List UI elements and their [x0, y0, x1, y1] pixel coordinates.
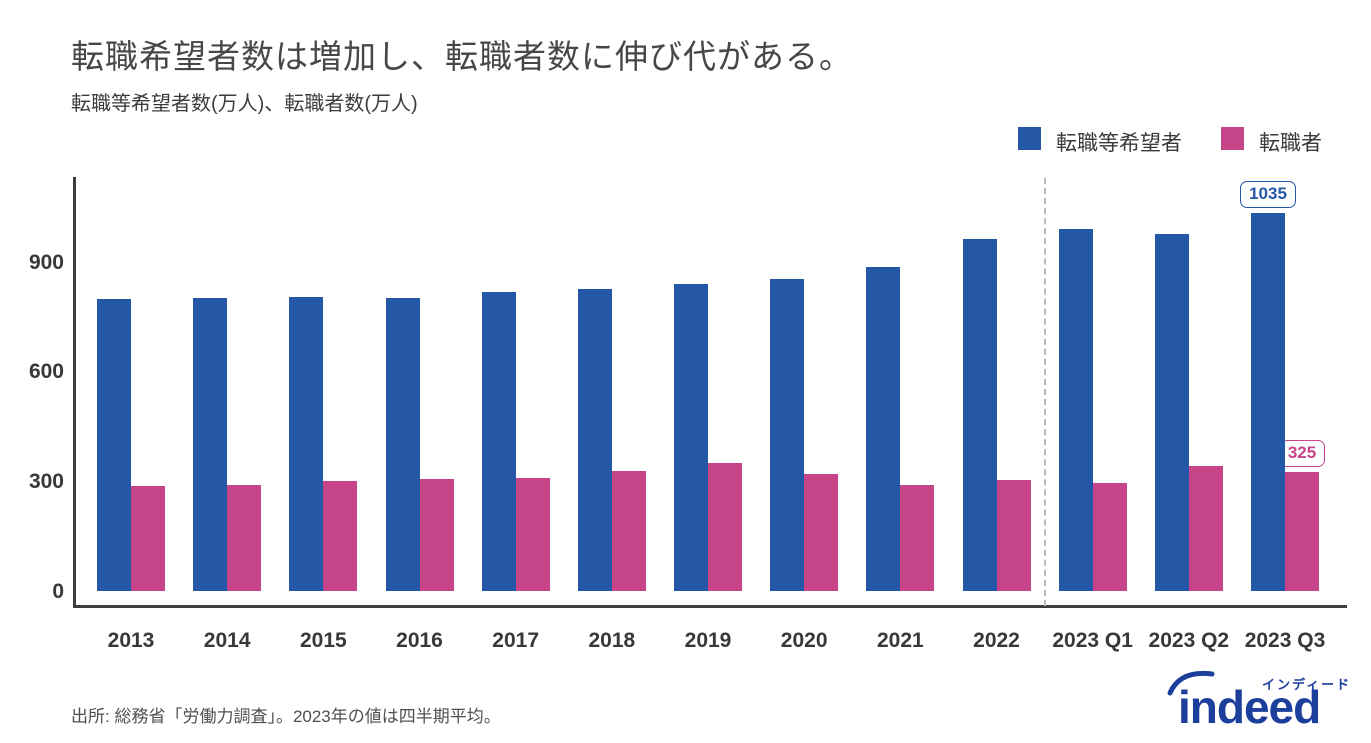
bar-jobchangers-2023 Q1 — [1092, 482, 1127, 591]
bar-jobchangers-2022 — [996, 480, 1031, 591]
value-label-325: 325 — [1278, 440, 1326, 468]
bar-jobseekers-2021 — [866, 267, 901, 591]
logo-wordmark: indeed — [1178, 681, 1321, 733]
x-tick-label-2017: 2017 — [492, 629, 540, 652]
x-axis-spine — [73, 605, 1347, 608]
legend-label-jobchangers: 転職者 — [1259, 132, 1322, 155]
bar-jobseekers-2017 — [481, 291, 516, 591]
legend-swatch-jobseekers — [1018, 127, 1041, 150]
bar-jobseekers-2018 — [577, 288, 612, 591]
bar-jobseekers-2016 — [385, 298, 420, 591]
bar-jobchangers-2020 — [804, 473, 839, 591]
forecast-separator-line — [1043, 178, 1046, 606]
chart-title: 転職希望者数は増加し、転職者数に伸び代がある。 — [71, 38, 853, 75]
bar-jobseekers-2013 — [97, 298, 131, 591]
bar-jobseekers-2023 Q2 — [1154, 234, 1189, 591]
bar-jobseekers-2015 — [289, 297, 324, 591]
x-tick-label-2022: 2022 — [973, 629, 1020, 652]
bar-jobchangers-2014 — [227, 484, 262, 591]
bar-jobchangers-2013 — [131, 486, 165, 591]
bar-jobchangers-2021 — [900, 485, 935, 591]
y-tick-label-900: 900 — [28, 250, 64, 274]
bar-jobseekers-2014 — [193, 297, 228, 591]
x-tick-label-2018: 2018 — [588, 629, 636, 652]
bar-jobseekers-2022 — [962, 238, 997, 591]
chart-subtitle: 転職等希望者数(万人)、転職者数(万人) — [71, 93, 418, 115]
x-tick-label-2013: 2013 — [107, 629, 155, 652]
bar-jobchangers-2023 Q2 — [1188, 466, 1223, 591]
bar-jobchangers-2016 — [419, 479, 454, 591]
x-tick-label-2020: 2020 — [780, 629, 828, 652]
bar-jobseekers-2019 — [674, 284, 708, 591]
indeed-logo: indeed インディード — [1166, 666, 1366, 736]
bar-jobchangers-2017 — [515, 477, 550, 591]
legend-swatch-jobchangers — [1221, 127, 1244, 150]
bar-jobchangers-2023 Q3 — [1285, 472, 1319, 591]
x-tick-label-2016: 2016 — [396, 629, 443, 652]
bar-jobseekers-2023 Q1 — [1058, 229, 1093, 591]
y-tick-label-300: 300 — [28, 469, 64, 493]
bar-jobseekers-2020 — [770, 278, 805, 591]
bar-jobchangers-2019 — [708, 462, 742, 591]
y-tick-label-0: 0 — [52, 579, 64, 603]
x-tick-label-2023 Q1: 2023 Q1 — [1052, 629, 1133, 652]
legend-label-jobseekers: 転職等希望者 — [1056, 132, 1182, 155]
y-axis-spine — [73, 177, 76, 608]
source-note: 出所: 総務省「労働力調査」。2023年の値は四半期平均。 — [71, 707, 501, 726]
x-tick-label-2023 Q2: 2023 Q2 — [1148, 629, 1230, 652]
bar-jobchangers-2015 — [323, 481, 358, 591]
x-tick-label-2015: 2015 — [299, 629, 347, 652]
logo-katakana: インディード — [1262, 677, 1352, 692]
x-tick-label-2019: 2019 — [684, 629, 732, 652]
bar-jobseekers-2023 Q3 — [1251, 213, 1285, 591]
x-tick-label-2014: 2014 — [203, 629, 251, 652]
bar-jobchangers-2018 — [611, 471, 646, 591]
logo-swoosh-icon — [1167, 670, 1215, 696]
x-tick-label-2023 Q3: 2023 Q3 — [1244, 629, 1326, 652]
y-tick-label-600: 600 — [28, 360, 64, 384]
x-tick-label-2021: 2021 — [876, 629, 924, 652]
value-label-1035: 1035 — [1240, 181, 1296, 208]
